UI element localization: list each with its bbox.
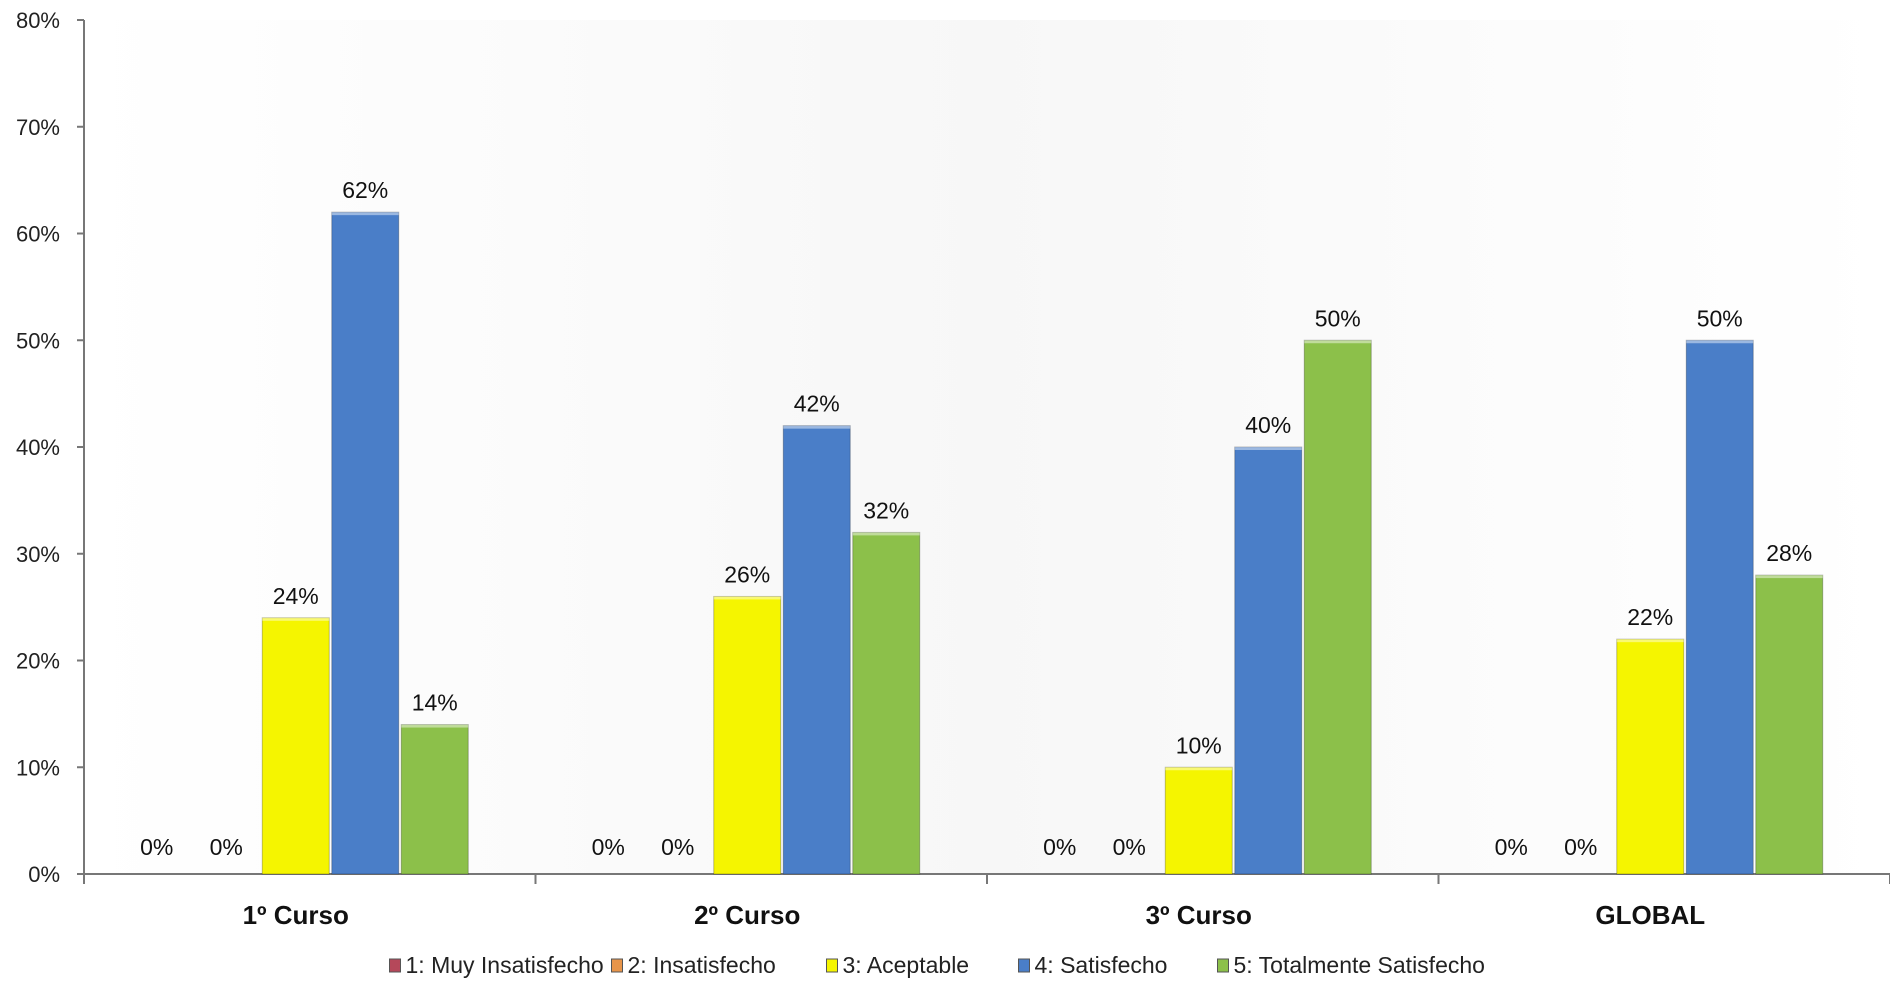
data-label: 50% (1697, 305, 1743, 331)
legend-label: 2: Insatisfecho (628, 952, 776, 978)
y-tick-label: 50% (16, 328, 60, 353)
y-tick-label: 40% (16, 435, 60, 460)
bar (1164, 766, 1233, 875)
bar (852, 531, 921, 875)
bar-highlight (783, 425, 851, 429)
bar-highlight (1234, 447, 1302, 450)
data-label: 62% (342, 177, 388, 203)
bar (713, 595, 782, 875)
category-label: 2º Curso (694, 900, 800, 930)
data-label: 0% (1113, 834, 1146, 860)
category-label: 1º Curso (243, 900, 349, 930)
bar (331, 211, 400, 875)
data-label: 22% (1627, 604, 1673, 630)
y-tick-label: 60% (16, 222, 60, 247)
bar (261, 617, 330, 875)
legend-label: 1: Muy Insatisfecho (406, 952, 604, 978)
data-label: 24% (273, 583, 319, 609)
legend-swatch (1217, 958, 1229, 973)
data-label: 14% (412, 690, 458, 716)
legend-swatch (389, 958, 401, 973)
y-axis: 0% 10% 20% 30% 40% 50% 60% 70% 80% (16, 8, 85, 887)
data-label: 0% (661, 834, 694, 860)
bar-highlight (401, 724, 469, 728)
data-label: 0% (592, 834, 625, 860)
bar-highlight (1686, 340, 1754, 344)
data-label: 0% (140, 834, 173, 860)
legend-swatch (826, 958, 838, 973)
legend-label: 5: Totalmente Satisfecho (1234, 952, 1485, 978)
legend-swatch (1018, 958, 1030, 973)
data-label: 10% (1176, 732, 1222, 758)
category-label: 3º Curso (1146, 900, 1252, 930)
legend-label: 4: Satisfecho (1035, 952, 1168, 978)
legend: 1: Muy Insatisfecho 2: Insatisfecho 3: Ace… (389, 952, 1485, 978)
legend-label: 3: Aceptable (843, 952, 970, 978)
legend-swatch (611, 958, 623, 973)
bar (1234, 446, 1303, 875)
y-tick-label: 30% (16, 542, 60, 567)
y-tick-label: 20% (16, 649, 60, 674)
bar-highlight (1304, 340, 1372, 344)
data-label: 50% (1315, 305, 1361, 331)
bar-highlight (262, 617, 330, 621)
bar-highlight (331, 212, 399, 216)
data-label: 42% (794, 391, 840, 417)
bar-highlight (852, 532, 920, 536)
bar-highlight (713, 596, 781, 600)
y-tick-label: 80% (16, 8, 60, 33)
data-label: 0% (210, 834, 243, 860)
y-tick-label: 70% (16, 115, 60, 140)
data-label: 26% (724, 561, 770, 587)
data-label: 32% (863, 497, 909, 523)
data-label: 28% (1766, 540, 1812, 566)
data-label: 40% (1245, 412, 1291, 438)
bar (782, 425, 851, 875)
data-label: 0% (1564, 834, 1597, 860)
bar (400, 724, 469, 875)
x-axis: 1º Curso 2º Curso 3º Curso GLOBAL (83, 873, 1890, 930)
data-label: 0% (1043, 834, 1076, 860)
bar (1303, 339, 1372, 875)
data-labels: 0% 0% 24% 62% 14% 0% 0% 26% 42% 32% 0% 0% 10% 40% 50% 0… (140, 177, 1812, 860)
bar (1685, 339, 1754, 875)
category-label: GLOBAL (1595, 900, 1705, 930)
bar-highlight (1165, 767, 1233, 771)
y-tick-label: 10% (16, 755, 60, 780)
bar-highlight (1755, 575, 1823, 579)
bars (261, 211, 1824, 875)
bar (1755, 574, 1824, 875)
bar (1616, 638, 1685, 875)
y-tick-label: 0% (28, 862, 60, 887)
data-label: 0% (1495, 834, 1528, 860)
bar-highlight (1616, 639, 1684, 643)
